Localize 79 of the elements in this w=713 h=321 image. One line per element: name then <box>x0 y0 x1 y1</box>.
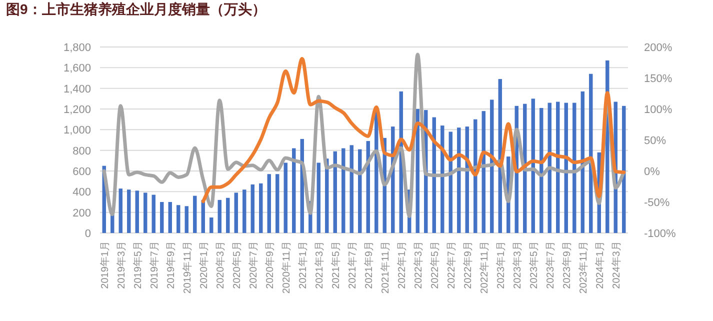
y-tick-label: 200 <box>72 207 91 220</box>
x-tick-label: 2023年3月 <box>512 241 524 289</box>
line-series <box>201 57 626 204</box>
y-tick-label: 0 <box>84 228 91 240</box>
bar <box>242 190 246 233</box>
bar <box>135 190 139 233</box>
x-tick-label: 2019年3月 <box>116 241 128 289</box>
bar <box>333 151 337 233</box>
y2-tick-label: 100% <box>644 104 672 116</box>
x-tick-label: 2019年11月 <box>182 241 194 294</box>
y-tick-label: 600 <box>72 166 91 178</box>
y2-tick-label: -50% <box>644 197 670 209</box>
bar <box>342 148 346 233</box>
x-tick-label: 2019年5月 <box>132 241 144 289</box>
x-tick-label: 2024年3月 <box>610 241 623 289</box>
bar <box>259 183 263 233</box>
bar <box>276 174 280 233</box>
bar <box>160 202 164 233</box>
bar <box>210 218 214 233</box>
x-tick-label: 2020年9月 <box>264 241 276 289</box>
bar <box>358 149 362 233</box>
x-tick-label: 2023年7月 <box>544 241 557 289</box>
bar <box>416 109 420 233</box>
bar <box>284 162 288 233</box>
bar <box>144 192 148 233</box>
x-tick-label: 2021年5月 <box>330 241 342 289</box>
bar <box>176 205 180 233</box>
y2-tick-label: 50% <box>644 135 666 147</box>
bar <box>316 162 320 233</box>
y-tick-label: 400 <box>72 186 91 199</box>
x-tick-label: 2020年11月 <box>280 241 293 294</box>
x-tick-label: 2019年9月 <box>165 241 178 289</box>
y-tick-label: 1,200 <box>63 104 91 116</box>
chart-title: 图9：上市生猪养殖企业月度销量（万头） <box>6 1 266 17</box>
x-tick-label: 2022年5月 <box>429 241 442 289</box>
y2-tick-label: -100% <box>644 228 676 240</box>
x-tick-label: 2022年7月 <box>446 241 458 289</box>
bar <box>234 192 238 233</box>
y-tick-label: 1,600 <box>63 62 91 75</box>
x-tick-label: 2022年11月 <box>478 241 491 294</box>
bar <box>267 174 271 233</box>
y-tick-label: 1,000 <box>63 124 91 137</box>
x-tick-label: 2020年1月 <box>198 241 210 289</box>
y2-tick-label: 200% <box>644 42 672 54</box>
bar <box>622 106 626 233</box>
bar <box>292 148 296 233</box>
bar <box>127 190 131 233</box>
x-tick-label: 2020年5月 <box>231 241 244 289</box>
x-tick-label: 2019年7月 <box>148 241 161 289</box>
y-tick-label: 1,400 <box>63 83 91 96</box>
x-tick-label: 2023年5月 <box>528 241 540 289</box>
bar <box>118 188 122 233</box>
x-tick-label: 2020年7月 <box>248 241 260 289</box>
bar <box>168 202 172 233</box>
x-tick-label: 2024年1月 <box>594 241 606 289</box>
x-tick-label: 2021年1月 <box>297 241 310 289</box>
bar <box>152 194 156 233</box>
y2-tick-label: 0% <box>644 166 660 178</box>
bar <box>350 145 354 233</box>
x-tick-label: 2023年1月 <box>495 241 508 289</box>
y-tick-label: 800 <box>72 145 91 158</box>
x-tick-label: 2020年3月 <box>214 241 227 289</box>
x-tick-label: 2019年1月 <box>99 241 112 289</box>
x-tick-label: 2022年1月 <box>396 241 408 289</box>
x-tick-label: 2022年9月 <box>462 241 474 289</box>
bar <box>218 200 222 233</box>
x-tick-label: 2021年7月 <box>346 241 359 289</box>
x-tick-label: 2021年11月 <box>380 241 392 294</box>
bar <box>226 198 230 233</box>
x-tick-label: 2021年3月 <box>314 241 326 289</box>
y2-tick-label: 150% <box>644 73 672 85</box>
bar <box>250 184 254 233</box>
x-tick-label: 2023年11月 <box>578 241 590 294</box>
x-tick-label: 2021年9月 <box>363 241 376 289</box>
bar <box>184 206 188 233</box>
x-tick-label: 2023年9月 <box>561 241 574 289</box>
x-tick-label: 2022年3月 <box>412 241 425 289</box>
bar <box>193 196 197 233</box>
y-tick-label: 1,800 <box>63 42 91 54</box>
